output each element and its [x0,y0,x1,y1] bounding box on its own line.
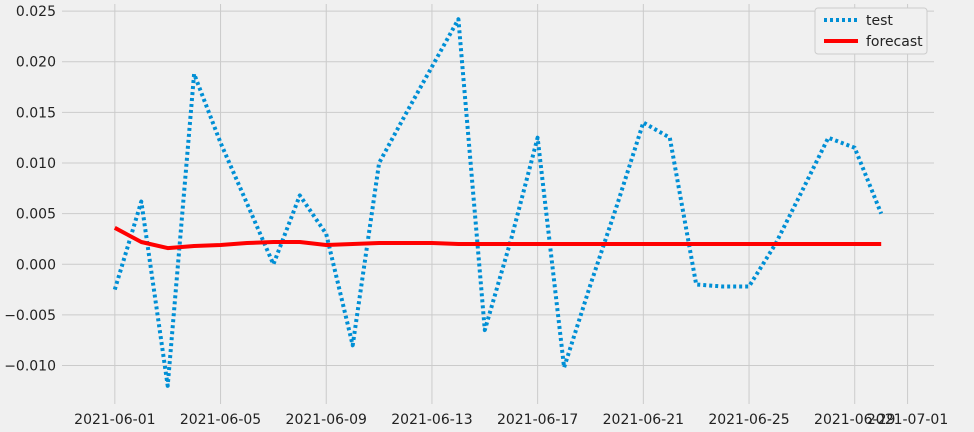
x-tick-label: 2021-06-17 [497,412,578,428]
series-layer [112,17,884,388]
series-forecast-line [113,226,882,251]
y-tick-label: −0.005 [4,308,56,324]
y-tick-label: 0.015 [16,105,56,121]
x-tick-label: 2021-06-05 [180,412,261,428]
legend-test-label: test [866,13,893,29]
x-tick-label: 2021-06-29 [814,412,895,428]
x-tick-label: 2021-06-13 [391,412,472,428]
y-tick-label: 0.005 [16,207,56,223]
x-tick-label: 2021-06-01 [74,412,155,428]
series-test-line [112,17,884,388]
legend: test forecast [814,7,928,55]
y-tick-label: 0.025 [16,4,56,20]
x-tick-label: 2021-06-09 [286,412,367,428]
x-tick-label: 2021-06-25 [708,412,789,428]
x-tick-labels: 2021-06-01 2021-06-05 2021-06-09 2021-06-13… [74,412,948,428]
y-tick-label: −0.010 [4,359,56,375]
x-tick-label: 2021-06-21 [603,412,684,428]
y-tick-label: 0.020 [16,55,56,71]
y-tick-labels: −0.010 −0.005 0.000 0.005 0.010 0.015 0.020 0.0… [4,4,56,374]
y-tick-label: 0.010 [16,156,56,172]
x-gridlines [114,4,909,404]
y-tick-label: 0.000 [16,257,56,273]
legend-forecast-label: forecast [866,34,923,50]
x-tick-label: 2021-07-01 [867,412,948,428]
